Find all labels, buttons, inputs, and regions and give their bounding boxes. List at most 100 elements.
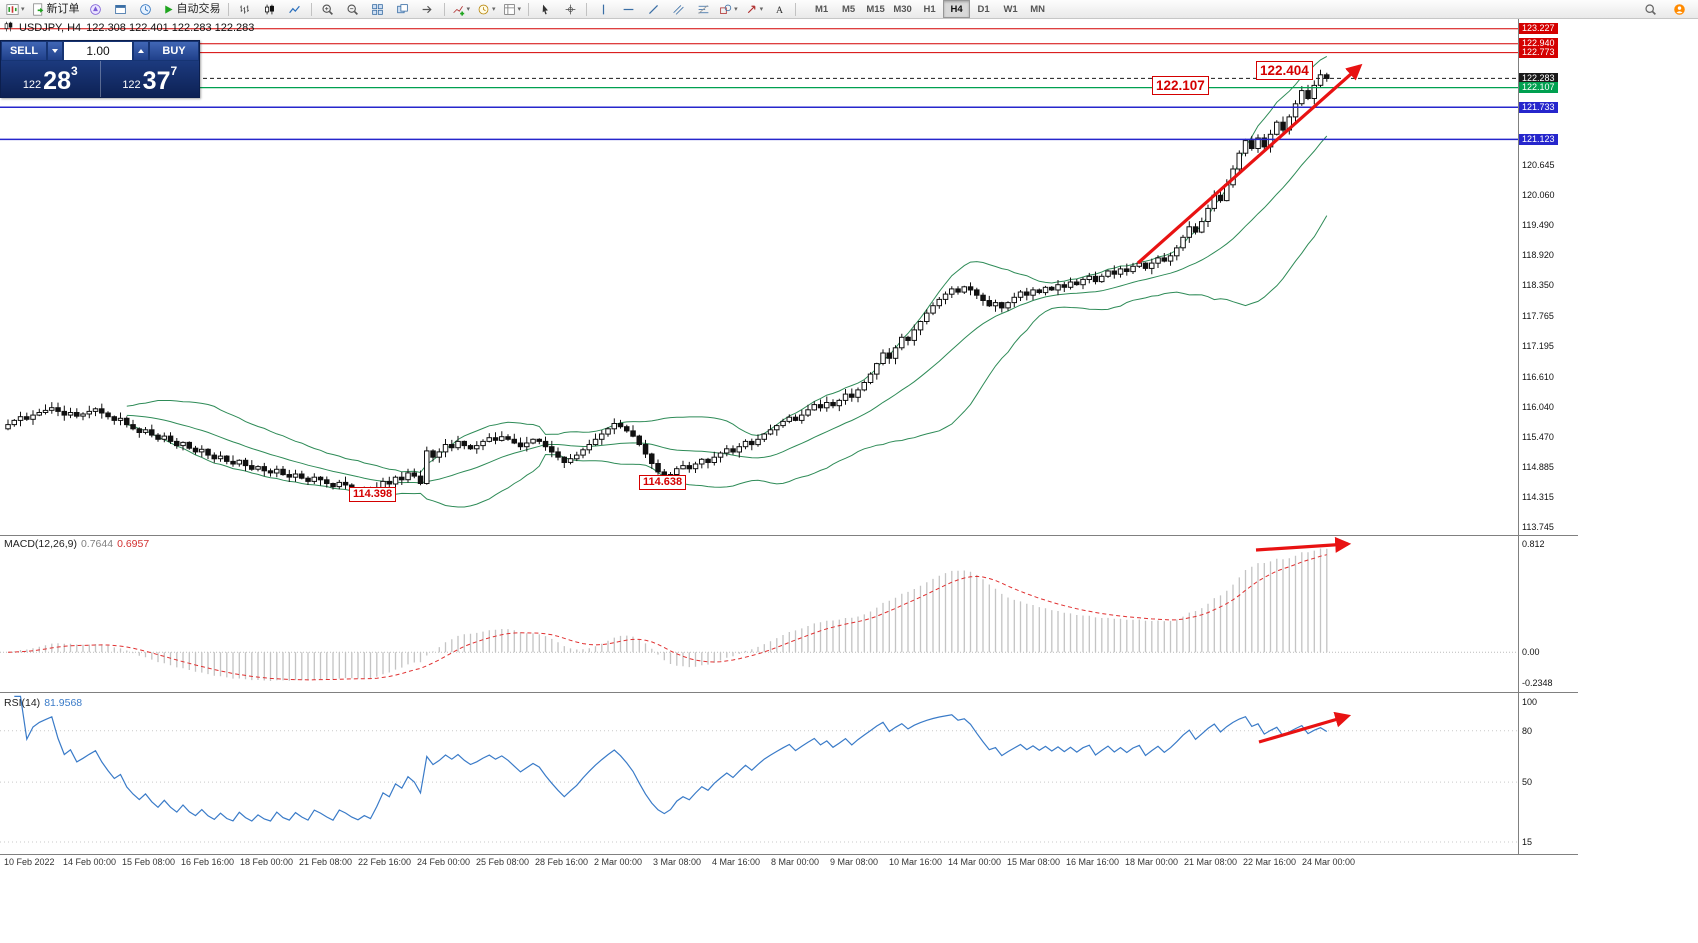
channel-icon[interactable] [666, 0, 690, 18]
tile-windows-icon[interactable] [366, 0, 390, 18]
zoom-in-icon [321, 3, 334, 16]
rsi-axis-15: 15 [1522, 837, 1533, 847]
timeframe-mn[interactable]: MN [1030, 3, 1045, 15]
chevron-down-icon: ▾ [517, 6, 522, 13]
line-chart-icon[interactable] [283, 0, 307, 18]
price-line-label: 122.107 [1519, 82, 1558, 94]
new-chart-icon[interactable]: ▾ [3, 0, 28, 18]
indicators-icon[interactable]: ▾ [449, 0, 474, 18]
price-tick-label: 117.195 [1522, 340, 1554, 351]
trend-arrow-rsi[interactable] [1258, 711, 1352, 744]
time-label: 9 Mar 08:00 [830, 857, 879, 867]
tile-windows-icon [371, 3, 384, 16]
trend-arrow-main[interactable] [1136, 63, 1363, 265]
timeframe-w1[interactable]: W1 [1003, 3, 1018, 15]
auto-arrange-icon[interactable] [391, 0, 415, 18]
timeframe-m1[interactable]: M1 [814, 3, 829, 15]
chart-shift-icon[interactable] [416, 0, 440, 18]
vertical-line-icon[interactable] [591, 0, 615, 18]
buy-price-prefix: 122 [122, 79, 141, 91]
community-icon[interactable] [1667, 0, 1691, 18]
price-tick-label: 118.920 [1522, 250, 1554, 261]
chevron-down-icon: ▾ [466, 6, 471, 13]
buy-price-sup: 7 [170, 64, 178, 78]
shapes-icon[interactable]: ▾ [716, 0, 741, 18]
sell-price-sup: 3 [70, 64, 78, 78]
price-line-label: 122.283 [1519, 72, 1558, 84]
zoom-in-icon[interactable] [316, 0, 340, 18]
candlestick-chart-icon[interactable] [258, 0, 282, 18]
price-tick-label: 114.885 [1522, 462, 1554, 473]
price-tick-label: 115.470 [1522, 431, 1554, 442]
auto-arrange-icon [396, 3, 409, 16]
expert-advisors-icon[interactable] [84, 0, 108, 18]
bollinger-bands [126, 55, 1328, 508]
buy-price[interactable]: 122 37 7 [101, 61, 200, 97]
chevron-down-icon: ▾ [492, 6, 496, 13]
macd-value-main: 0.7644 [80, 538, 114, 550]
periods-icon[interactable]: ▾ [474, 0, 499, 18]
new-order-button-label: 新订单 [46, 3, 80, 15]
autotrade-button[interactable]: 自动交易 [159, 0, 224, 18]
sell-price-main: 28 [43, 67, 71, 95]
timeframe-h4[interactable]: H4 [943, 0, 971, 18]
time-label: 4 Mar 16:00 [712, 857, 761, 867]
data-window-icon[interactable] [109, 0, 133, 18]
buy-button[interactable]: BUY [149, 41, 199, 61]
search-icon[interactable] [1638, 0, 1662, 18]
crosshair-icon[interactable] [558, 0, 582, 18]
timeframe-m5[interactable]: M5 [841, 3, 856, 15]
zoom-out-icon[interactable] [341, 0, 365, 18]
timeframe-h1[interactable]: H1 [923, 3, 936, 15]
price-tick-label: 120.645 [1522, 159, 1555, 170]
sell-price-prefix: 122 [22, 79, 42, 91]
panel-separators [0, 17, 1578, 855]
vertical-line-icon [597, 3, 610, 16]
price-annotation[interactable]: 122.107 [1152, 76, 1209, 95]
time-label: 22 Feb 16:00 [358, 857, 412, 867]
time-label: 10 Mar 16:00 [889, 857, 943, 867]
time-label: 15 Feb 08:00 [122, 857, 176, 867]
rsi-plot [0, 695, 1518, 843]
strategy-tester-icon[interactable] [134, 0, 158, 18]
trend-arrow-macd[interactable] [1255, 536, 1352, 553]
time-label: 22 Mar 16:00 [1243, 857, 1297, 867]
time-label: 21 Mar 08:00 [1184, 857, 1238, 867]
buy-price-main: 37 [142, 67, 171, 95]
time-label: 15 Mar 08:00 [1007, 857, 1061, 867]
sell-button[interactable]: SELL [1, 41, 47, 61]
templates-icon[interactable]: ▾ [500, 0, 525, 18]
fibonacci-icon[interactable] [691, 0, 715, 18]
price-line-label: 121.733 [1519, 101, 1558, 113]
new-order-button[interactable]: 新订单 [29, 0, 83, 18]
timeframe-m30[interactable]: M30 [893, 3, 912, 15]
triangle-down-icon [52, 49, 58, 53]
sell-price[interactable]: 122 28 3 [1, 61, 101, 97]
timeframe-d1[interactable]: D1 [977, 3, 990, 15]
volume-input[interactable] [63, 41, 133, 61]
trendline-icon[interactable] [641, 0, 665, 18]
price-tick-label: 118.350 [1522, 280, 1554, 291]
macd-axis-max: 0.812 [1522, 539, 1545, 549]
volume-increase-button[interactable] [133, 41, 149, 61]
price-tick-label: 117.765 [1522, 311, 1554, 321]
price-annotation[interactable]: 114.398 [349, 487, 397, 502]
horizontal-line-icon[interactable] [616, 0, 640, 18]
chevron-down-icon: ▾ [734, 6, 738, 13]
cursor-icon[interactable] [533, 0, 557, 18]
price-annotation[interactable]: 122.404 [1256, 61, 1313, 80]
price-line-label: 122.773 [1519, 47, 1558, 59]
time-label: 14 Mar 00:00 [948, 857, 1002, 867]
arrows-icon[interactable]: ▾ [742, 0, 767, 18]
bar-chart-icon[interactable] [233, 0, 257, 18]
data-window-icon [114, 3, 127, 16]
indicators-icon [452, 3, 465, 16]
volume-decrease-button[interactable] [47, 41, 63, 61]
templates-icon [503, 3, 516, 16]
rsi-axis-100: 100 [1522, 697, 1538, 707]
expert-advisors-icon [89, 3, 102, 16]
text-icon[interactable]: A [767, 0, 791, 18]
timeframe-m15[interactable]: M15 [866, 3, 885, 15]
price-annotation[interactable]: 114.638 [639, 475, 687, 490]
